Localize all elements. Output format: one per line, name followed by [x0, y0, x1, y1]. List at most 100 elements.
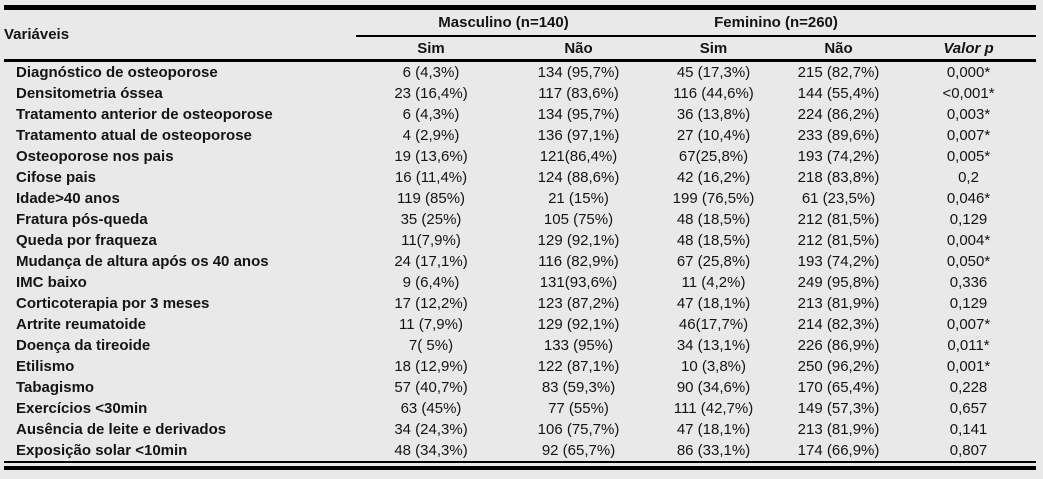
masculino-nao-value: 131(93,6%) — [539, 274, 618, 291]
variable-label: Artrite reumatoide — [16, 316, 147, 333]
masculino-sim-value: 7( 5%) — [408, 337, 454, 354]
masculino-sim-value: 63 (45%) — [400, 400, 462, 417]
feminino-sim-value: 45 (17,3%) — [676, 64, 751, 81]
feminino-sim-value: 10 (3,8%) — [680, 358, 747, 375]
p-value: 0,336 — [949, 274, 988, 291]
feminino-sim-value: 67(25,8%) — [678, 148, 749, 165]
feminino-nao-value: 213 (81,9%) — [797, 421, 880, 438]
p-value: 0,007* — [946, 316, 991, 333]
feminino-sim-value: 48 (18,5%) — [676, 211, 751, 228]
table-row: Tabagismo 57 (40,7%) 83 (59,3%) 90 (34,6… — [4, 377, 1036, 398]
feminino-sim-value: 116 (44,6%) — [673, 85, 754, 102]
p-value: <0,001* — [942, 85, 995, 102]
group-header-feminino: Feminino (n=260) — [651, 7, 902, 37]
p-value: 0,011* — [947, 337, 990, 354]
masculino-sim-value: 57 (40,7%) — [394, 379, 468, 396]
col-header-valor-p: Valor p — [901, 36, 1037, 62]
table-row: Artrite reumatoide 11 (7,9%) 129 (92,1%)… — [4, 314, 1036, 335]
masculino-sim-value: 9 (6,4%) — [402, 274, 460, 291]
variable-label: Doença da tireoide — [16, 337, 151, 354]
table-row: Osteoporose nos pais 19 (13,6%) 121(86,4… — [4, 146, 1036, 167]
feminino-sim-value: 86 (33,1%) — [651, 440, 777, 463]
table-header: Variáveis Masculino (n=140) Feminino (n=… — [4, 7, 1037, 62]
masculino-nao-value: 83 (59,3%) — [541, 379, 616, 396]
p-value: 0,001* — [946, 358, 991, 375]
feminino-sim-value: 34 (13,1%) — [676, 337, 751, 354]
feminino-nao-value: 233 (89,6%) — [797, 127, 880, 144]
masculino-nao-value: 121(86,4%) — [539, 148, 618, 165]
p-value: 0,2 — [958, 169, 979, 186]
feminino-nao-value: 218 (83,8%) — [797, 169, 880, 186]
table-row: IMC baixo 9 (6,4%) 131(93,6%) 11 (4,2%) … — [4, 272, 1036, 293]
table-row: Corticoterapia por 3 meses 17 (12,2%) 12… — [4, 293, 1036, 314]
masculino-sim-value: 18 (12,9%) — [394, 358, 468, 375]
feminino-nao-value: 226 (86,9%) — [797, 337, 880, 354]
masculino-sim-value: 16 (11,4%) — [394, 169, 468, 186]
variable-label: Osteoporose nos pais — [16, 148, 174, 165]
p-value: 0,046* — [946, 190, 991, 207]
feminino-nao-value: 149 (57,3%) — [797, 400, 880, 417]
p-value: 0,007* — [946, 127, 991, 144]
feminino-sim-value: 11 (4,2%) — [681, 274, 746, 291]
masculino-nao-value: 105 (75%) — [543, 211, 614, 228]
masculino-sim-value: 48 (34,3%) — [356, 440, 506, 463]
feminino-nao-value: 212 (81,5%) — [797, 232, 880, 249]
feminino-sim-value: 36 (13,8%) — [676, 106, 751, 123]
feminino-nao-value: 170 (65,4%) — [797, 379, 880, 396]
variable-label: Tabagismo — [16, 379, 95, 396]
feminino-sim-value: 27 (10,4%) — [676, 127, 751, 144]
feminino-nao-value: 193 (74,2%) — [797, 148, 880, 165]
masculino-nao-value: 136 (97,1%) — [537, 127, 620, 144]
variable-label: Exposição solar <10min — [4, 440, 356, 463]
feminino-sim-value: 90 (34,6%) — [676, 379, 751, 396]
variable-label: IMC baixo — [16, 274, 87, 291]
variable-label: Exercícios <30min — [16, 400, 148, 417]
masculino-nao-value: 92 (65,7%) — [506, 440, 652, 463]
masculino-nao-value: 129 (92,1%) — [537, 316, 620, 333]
masculino-nao-value: 122 (87,1%) — [537, 358, 620, 375]
variable-label: Fratura pós-queda — [16, 211, 148, 228]
masculino-nao-value: 129 (92,1%) — [537, 232, 620, 249]
feminino-nao-value: 250 (96,2%) — [797, 358, 880, 375]
col-header-feminino-sim: Sim — [651, 36, 777, 62]
feminino-sim-value: 42 (16,2%) — [676, 169, 751, 186]
masculino-nao-value: 106 (75,7%) — [537, 421, 620, 438]
table-row: Doença da tireoide 7( 5%) 133 (95%) 34 (… — [4, 335, 1036, 356]
variable-label: Tratamento atual de osteoporose — [16, 127, 252, 144]
p-value: 0,657 — [949, 400, 988, 417]
variable-label: Ausência de leite e derivados — [16, 421, 227, 438]
masculino-sim-value: 23 (16,4%) — [394, 85, 468, 102]
masculino-sim-value: 17 (12,2%) — [394, 295, 468, 312]
masculino-sim-value: 24 (17,1%) — [394, 253, 468, 270]
feminino-nao-value: 61 (23,5%) — [801, 190, 876, 207]
table-row: Etilismo 18 (12,9%) 122 (87,1%) 10 (3,8%… — [4, 356, 1036, 377]
table-bottom-rule — [4, 466, 1036, 470]
variable-label: Cifose pais — [16, 169, 97, 186]
table-row: Fratura pós-queda 35 (25%) 105 (75%) 48 … — [4, 209, 1036, 230]
table-row: Ausência de leite e derivados 34 (24,3%)… — [4, 419, 1036, 440]
col-header-feminino-nao: Não — [776, 36, 902, 62]
feminino-sim-value: 47 (18,1%) — [676, 295, 751, 312]
table-row: Queda por fraqueza 11(7,9%) 129 (92,1%) … — [4, 230, 1036, 251]
variable-label: Corticoterapia por 3 meses — [16, 295, 210, 312]
table-row: Tratamento anterior de osteoporose 6 (4,… — [4, 104, 1036, 125]
feminino-nao-value: 193 (74,2%) — [797, 253, 880, 270]
table-row: Densitometria óssea 23 (16,4%) 117 (83,6… — [4, 83, 1036, 104]
variable-label: Etilismo — [16, 358, 75, 375]
masculino-nao-value: 77 (55%) — [548, 400, 609, 417]
masculino-sim-value: 119 (85%) — [396, 190, 466, 207]
p-value: 0,003* — [946, 106, 991, 123]
feminino-sim-value: 47 (18,1%) — [676, 421, 751, 438]
variable-label: Idade>40 anos — [16, 190, 120, 207]
feminino-nao-value: 174 (66,9%) — [776, 440, 902, 463]
variable-label: Densitometria óssea — [16, 85, 163, 102]
variable-label: Diagnóstico de osteoporose — [16, 64, 218, 81]
masculino-nao-value: 21 (15%) — [548, 190, 609, 207]
group-header-masculino: Masculino (n=140) — [356, 7, 652, 37]
p-value: 0,004* — [946, 232, 991, 249]
masculino-nao-value: 134 (95,7%) — [537, 106, 620, 123]
masculino-sim-value: 6 (4,3%) — [402, 106, 460, 123]
table-row: Mudança de altura após os 40 anos 24 (17… — [4, 251, 1036, 272]
variables-column-header: Variáveis — [4, 7, 356, 62]
